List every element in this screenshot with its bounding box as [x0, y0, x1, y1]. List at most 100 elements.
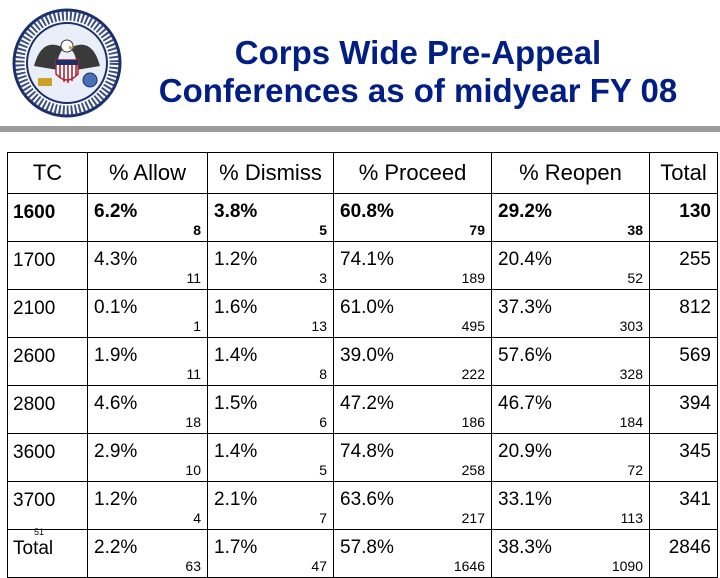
title-divider [0, 126, 720, 132]
reopen-count: 1090 [611, 558, 643, 574]
table-row: 2800 4.6% 18 1.5% 6 47.2% 186 46.7% 184 394 [7, 385, 718, 434]
allow-count: 63 [185, 558, 201, 574]
proceed-cell: 63.6% 217 [333, 481, 492, 530]
table-row: 2600 1.9% 11 1.4% 8 39.0% 222 57.6% 328 569 [7, 337, 718, 386]
allow-percent: 1.2% [94, 489, 138, 510]
uspto-seal-logo [12, 8, 122, 118]
tc-cell: 2600 [7, 337, 88, 386]
tc-cell: 3600 [7, 433, 88, 482]
allow-percent: 0.1% [94, 297, 138, 318]
allow-count: 11 [186, 270, 201, 286]
reopen-cell: 20.9% 72 [491, 433, 650, 482]
proceed-percent: 60.8% [340, 201, 394, 222]
allow-percent: 1.9% [94, 345, 138, 366]
proceed-cell: 74.8% 258 [333, 433, 492, 482]
allow-cell: 0.1% 1 [87, 289, 208, 338]
reopen-count: 38 [627, 222, 643, 238]
proceed-percent: 74.1% [340, 249, 394, 270]
dismiss-count: 5 [319, 462, 327, 478]
reopen-count: 184 [619, 414, 643, 430]
dismiss-cell: 1.4% 8 [207, 337, 334, 386]
tc-cell: Total [7, 529, 88, 578]
proceed-percent: 63.6% [340, 489, 394, 510]
reopen-percent: 38.3% [498, 537, 552, 558]
proceed-cell: 47.2% 186 [333, 385, 492, 434]
tc-cell: 2800 [7, 385, 88, 434]
allow-cell: 4.3% 11 [87, 241, 208, 290]
dismiss-percent: 1.7% [214, 537, 258, 558]
proceed-cell: 74.1% 189 [333, 241, 492, 290]
pre-appeal-table: TC % Allow % Dismiss % Proceed % Reopen … [7, 152, 718, 578]
header-total: Total [649, 152, 718, 194]
tc-cell: 2100 [7, 289, 88, 338]
dismiss-cell: 1.2% 3 [207, 241, 334, 290]
reopen-cell: 37.3% 303 [491, 289, 650, 338]
slide-title: Corps Wide Pre-Appeal Conferences as of … [128, 34, 708, 110]
allow-count: 4 [193, 510, 201, 526]
allow-count: 10 [185, 462, 201, 478]
table-row: 1700 4.3% 11 1.2% 3 74.1% 189 20.4% 52 255 [7, 241, 718, 290]
proceed-cell: 61.0% 495 [333, 289, 492, 338]
header-reopen: % Reopen [491, 152, 650, 194]
proceed-percent: 61.0% [340, 297, 394, 318]
reopen-percent: 37.3% [498, 297, 552, 318]
reopen-cell: 20.4% 52 [491, 241, 650, 290]
reopen-count: 72 [627, 462, 643, 478]
proceed-cell: 39.0% 222 [333, 337, 492, 386]
proceed-count: 189 [461, 270, 485, 286]
header-dismiss: % Dismiss [207, 152, 334, 194]
dismiss-percent: 1.6% [214, 297, 258, 318]
proceed-count: 222 [461, 366, 485, 382]
title-line-1: Corps Wide Pre-Appeal [234, 34, 602, 71]
dismiss-count: 47 [311, 558, 327, 574]
reopen-count: 113 [620, 510, 643, 526]
allow-percent: 6.2% [94, 201, 138, 222]
table-row: 2100 0.1% 1 1.6% 13 61.0% 495 37.3% 303 812 [7, 289, 718, 338]
proceed-count: 217 [461, 510, 485, 526]
proceed-cell: 60.8% 79 [333, 193, 492, 242]
tc-cell: 1600 [7, 193, 88, 242]
allow-percent: 2.2% [94, 537, 138, 558]
total-cell: 130 [649, 193, 718, 242]
table-header-row: TC % Allow % Dismiss % Proceed % Reopen … [7, 152, 718, 194]
title-line-2: Conferences as of midyear FY 08 [158, 72, 678, 109]
allow-cell: 1.9% 11 [87, 337, 208, 386]
table-row: 3700 1.2% 4 2.1% 7 63.6% 217 33.1% 113 341 [7, 481, 718, 530]
proceed-count: 1646 [453, 558, 485, 574]
proceed-percent: 47.2% [340, 393, 394, 414]
reopen-percent: 57.6% [498, 345, 552, 366]
dismiss-percent: 1.5% [214, 393, 258, 414]
reopen-cell: 46.7% 184 [491, 385, 650, 434]
reopen-cell: 29.2% 38 [491, 193, 650, 242]
total-cell: 394 [649, 385, 718, 434]
dismiss-count: 13 [311, 318, 327, 334]
dismiss-cell: 1.7% 47 [207, 529, 334, 578]
allow-cell: 2.9% 10 [87, 433, 208, 482]
reopen-percent: 29.2% [498, 201, 552, 222]
dismiss-count: 5 [319, 222, 327, 238]
allow-percent: 4.3% [94, 249, 138, 270]
dismiss-cell: 3.8% 5 [207, 193, 334, 242]
reopen-percent: 33.1% [498, 489, 552, 510]
table-row: 1600 6.2% 8 3.8% 5 60.8% 79 29.2% 38 130 [7, 193, 718, 242]
tc-cell: 1700 [7, 241, 88, 290]
total-cell: 2846 [649, 529, 718, 578]
table-row: Total 2.2% 63 1.7% 47 57.8% 1646 38.3% 1090 2846 [7, 529, 718, 578]
dismiss-percent: 1.4% [214, 345, 258, 366]
dismiss-cell: 1.5% 6 [207, 385, 334, 434]
proceed-percent: 74.8% [340, 441, 394, 462]
allow-cell: 2.2% 63 [87, 529, 208, 578]
total-cell: 812 [649, 289, 718, 338]
proceed-count: 495 [461, 318, 485, 334]
reopen-count: 303 [619, 318, 643, 334]
reopen-cell: 38.3% 1090 [491, 529, 650, 578]
header-proceed: % Proceed [333, 152, 492, 194]
reopen-cell: 33.1% 113 [491, 481, 650, 530]
allow-count: 8 [193, 222, 201, 238]
dismiss-cell: 2.1% 7 [207, 481, 334, 530]
allow-count: 11 [186, 366, 201, 382]
tc-cell: 3700 [7, 481, 88, 530]
dismiss-percent: 3.8% [214, 201, 258, 222]
header-tc: TC [7, 152, 88, 194]
proceed-cell: 57.8% 1646 [333, 529, 492, 578]
